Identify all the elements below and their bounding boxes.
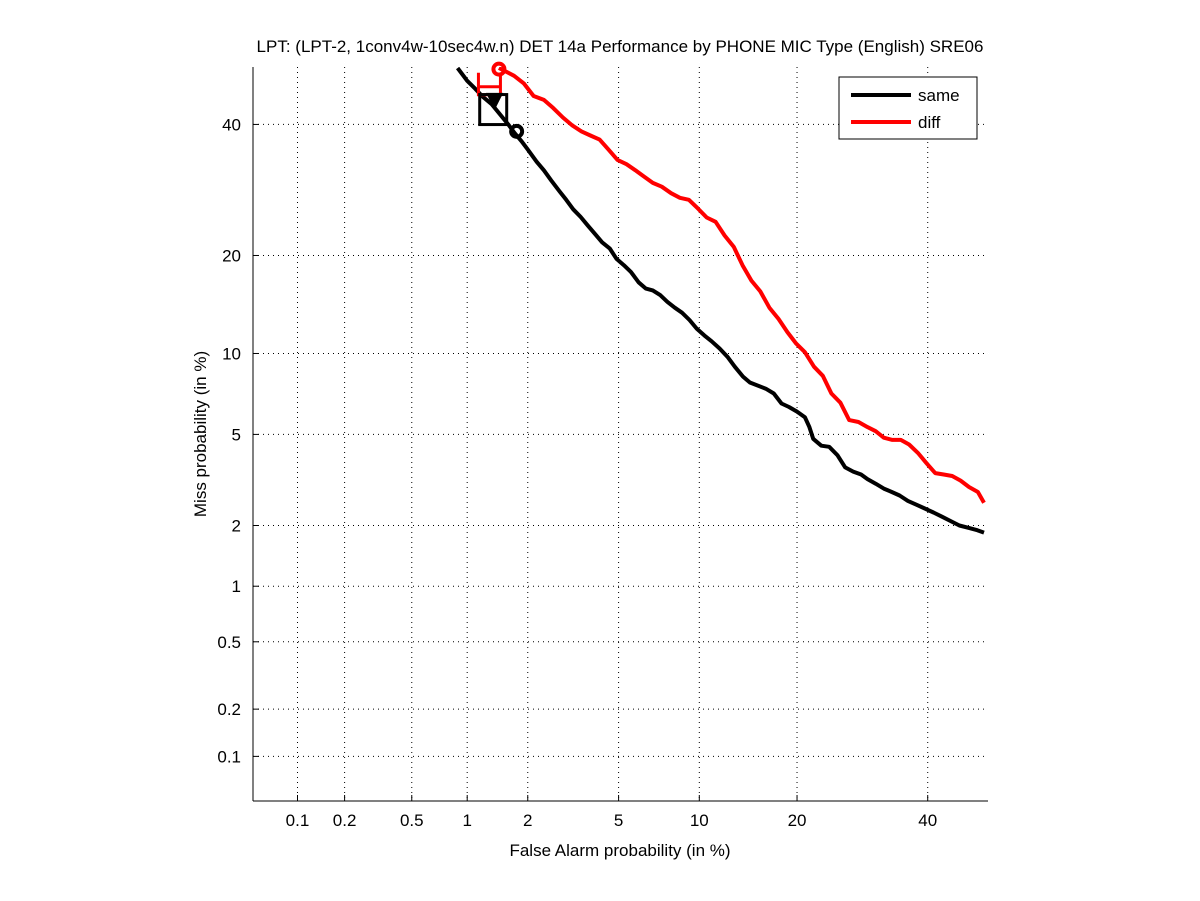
series-line-same bbox=[456, 67, 985, 535]
series-group bbox=[456, 67, 986, 535]
x-tick-label: 0.2 bbox=[333, 811, 357, 830]
legend-box bbox=[838, 76, 978, 140]
marker-circle-same bbox=[509, 123, 525, 139]
x-axis-ticks: 0.1 0.2 0.5 1 2 5 10 20 40 bbox=[286, 795, 937, 830]
x-tick-label: 20 bbox=[788, 811, 807, 830]
legend-label-same: same bbox=[918, 86, 960, 105]
y-tick-label: 20 bbox=[222, 246, 241, 265]
markers-group bbox=[476, 61, 525, 139]
x-tick-label: 1 bbox=[462, 811, 471, 830]
marker-triangle-same bbox=[485, 92, 504, 111]
x-tick-label: 0.5 bbox=[400, 811, 424, 830]
x-tick-label: 10 bbox=[690, 811, 709, 830]
y-tick-label: 2 bbox=[232, 516, 241, 535]
marker-circle-diff bbox=[491, 61, 507, 77]
x-tick-label: 40 bbox=[918, 811, 937, 830]
x-axis-label: False Alarm probability (in %) bbox=[509, 841, 730, 860]
y-axis-ticks: 0.1 0.2 0.5 1 2 5 10 20 40 bbox=[217, 115, 259, 766]
legend: same diff bbox=[838, 76, 978, 140]
y-tick-label: 10 bbox=[222, 344, 241, 363]
x-tick-label: 0.1 bbox=[286, 811, 310, 830]
series-line-diff bbox=[497, 67, 986, 504]
y-axis-label: Miss probability (in %) bbox=[191, 351, 210, 517]
y-tick-label: 5 bbox=[232, 425, 241, 444]
y-tick-label: 40 bbox=[222, 115, 241, 134]
x-tick-label: 2 bbox=[523, 811, 532, 830]
y-tick-label: 1 bbox=[232, 577, 241, 596]
x-tick-label: 5 bbox=[614, 811, 623, 830]
y-tick-label: 0.1 bbox=[217, 747, 241, 766]
y-tick-label: 0.5 bbox=[217, 633, 241, 652]
y-tick-label: 0.2 bbox=[217, 700, 241, 719]
legend-label-diff: diff bbox=[918, 113, 941, 132]
chart-title: LPT: (LPT-2, 1conv4w-10sec4w.n) DET 14a … bbox=[257, 37, 984, 56]
